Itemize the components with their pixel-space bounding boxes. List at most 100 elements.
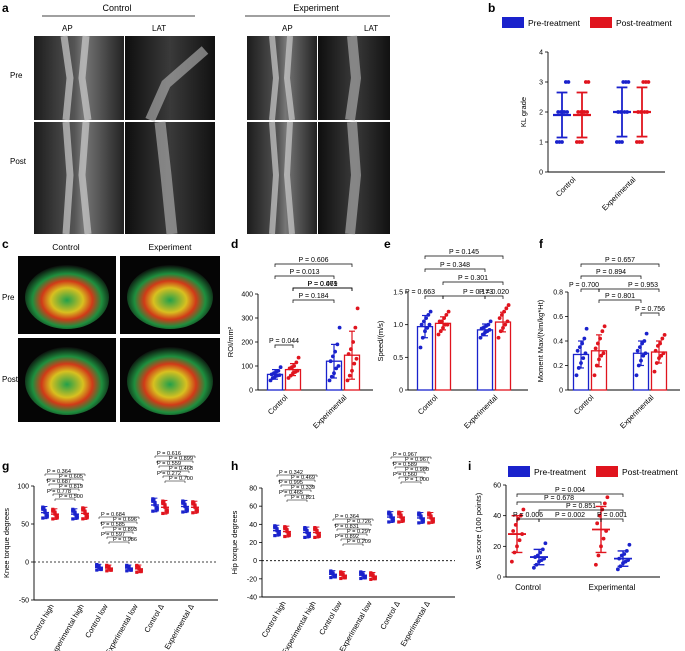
y-tick-label: -20 [247,576,257,583]
data-point [427,322,432,327]
data-point [195,510,199,514]
data-point [417,513,421,517]
data-point [446,309,451,314]
significance-bracket [100,521,138,524]
data-point [543,541,548,546]
significance-bracket [538,518,602,522]
significance-bracket [164,480,186,483]
data-point [496,335,501,340]
data-point [273,526,277,530]
data-point [640,140,644,144]
significance-bracket [274,275,335,279]
data-point [191,502,195,506]
significance-bracket [162,475,188,478]
data-point [277,373,282,378]
data-point [560,140,564,144]
significance-bracket [442,295,486,299]
p-value-label: P = 0.851 [566,503,596,510]
data-point [181,501,185,505]
significance-bracket [392,461,430,464]
chart-e: 0 0.5 1.0 1.5 Speed/(m/s) Control Experimental… [376,249,528,430]
panel-label-i: i [468,459,471,473]
data-point [387,520,391,524]
panel-label-e: e [384,237,391,251]
data-point [105,564,109,569]
mri-control-header: Control [52,242,80,252]
y-tick-label: 100 [17,484,29,491]
p-value-label: P = 0.173 [463,289,493,296]
significance-bracket [286,499,308,502]
xray-experiment-images [247,35,390,235]
p-value-label: P = 0.044 [269,338,299,345]
chart-f: 0 0.2 0.4 0.6 0.8 Moment Max/(Nm/kg*Ht) Contro… [536,257,680,430]
data-point [652,369,657,374]
data-point [397,520,401,524]
category-label: Experimental low [337,599,374,651]
data-point [427,513,431,517]
p-value-label: P = 0.465 [279,490,303,496]
data-point [506,303,511,307]
data-point [486,322,491,327]
significance-bracket [400,481,422,484]
data-point [417,521,421,525]
p-value-label: P = 0.297 [347,529,371,535]
data-point [431,520,435,524]
data-point [642,339,647,343]
significance-bracket [284,494,310,497]
data-point [599,353,604,358]
significance-bracket [580,263,660,267]
significance-bracket [274,263,353,267]
data-point [582,336,587,341]
data-point [81,508,85,512]
data-point [307,534,311,539]
data-point [55,516,59,520]
data-point [478,335,483,340]
y-axis-label: Hip torque degrees [230,510,239,574]
panel-label-d: d [231,237,238,251]
y-axis-label: Moment Max/(Nm/kg*Ht) [536,299,545,382]
data-point [602,324,607,329]
data-point [165,510,169,514]
y-tick-label: 0 [539,170,543,177]
significance-bracket [280,484,314,487]
data-point [369,572,373,576]
p-value-label: P = 0.687 [47,479,71,485]
p-value-label: P = 0.585 [101,522,125,528]
significance-bracket [156,460,194,463]
legend-i-post-label: Post-treatment [622,467,678,477]
data-point [41,507,45,511]
mri-row-pre: Pre [2,293,15,302]
data-point [586,80,591,84]
data-point [662,332,667,337]
data-point [620,140,624,144]
data-point [574,373,579,378]
significance-bracket [282,489,312,492]
significance-bracket [54,498,76,501]
significance-bracket [598,299,642,303]
category-label: Control low [83,602,110,639]
category-label: Control [266,393,290,417]
data-point [303,535,307,540]
data-point [345,378,350,383]
data-point [580,140,584,144]
data-point [71,517,75,521]
significance-bracket [640,312,660,316]
data-point [661,351,666,356]
significance-bracket [424,268,486,272]
p-value-label: P = 0.145 [449,249,479,256]
significance-bracket [292,287,353,291]
category-label: Experimental low [103,602,140,651]
data-point [595,521,600,526]
data-point [135,565,139,569]
data-point [444,312,449,317]
significance-bracket [46,478,84,481]
significance-bracket [102,526,136,529]
data-point [336,364,341,368]
y-tick-label: 40 [249,522,257,529]
data-point [436,332,441,337]
y-tick-label: 4 [539,50,543,57]
significance-bracket [394,466,428,469]
p-value-label: P = 0.700 [169,476,193,482]
y-tick-label: 40 [493,513,501,520]
